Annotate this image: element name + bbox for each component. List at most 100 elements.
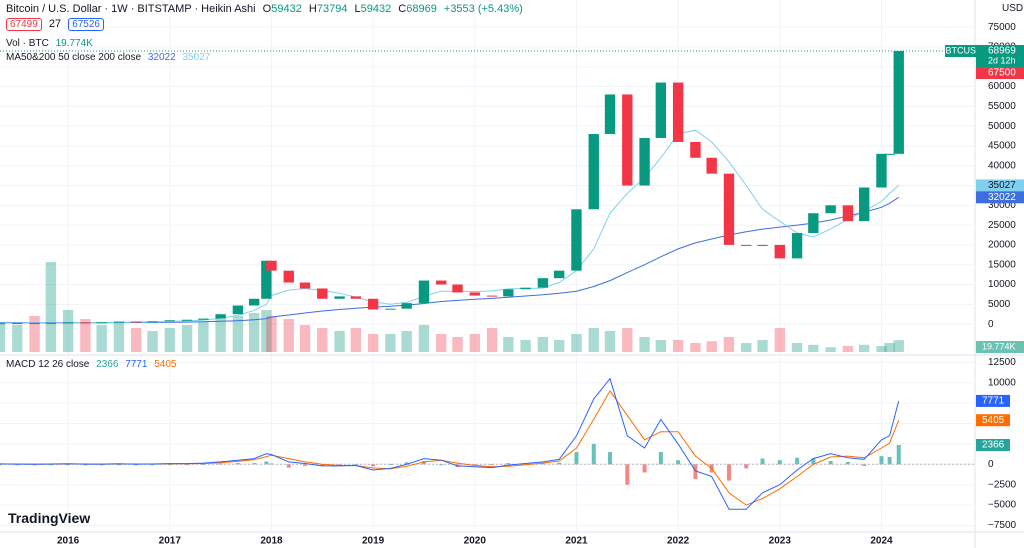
- candle: [537, 278, 549, 288]
- price-tag-text: 68969: [988, 46, 1016, 57]
- y-tick-label: 75000: [988, 22, 1016, 33]
- x-tick-label: 2018: [260, 536, 283, 547]
- volume-bar: [45, 262, 57, 352]
- brand: TradingView: [8, 510, 91, 526]
- volume-bar: [12, 325, 23, 352]
- ma-legend: MA50&200 50 close 200 close 32022 35027: [6, 52, 214, 63]
- volume-bar: [825, 347, 836, 352]
- candle: [45, 322, 57, 324]
- volume-bar: [774, 328, 785, 352]
- volume-bar: [350, 328, 362, 352]
- candle: [588, 134, 599, 210]
- candle: [571, 209, 582, 271]
- histogram-bar: [269, 463, 274, 465]
- candle: [774, 244, 785, 259]
- histogram-bar: [828, 461, 833, 465]
- ohlc-label: L: [354, 3, 361, 15]
- ohlc-value: 59432: [360, 3, 392, 15]
- histogram-bar: [887, 456, 892, 465]
- candle: [436, 280, 447, 285]
- x-tick-label: 2019: [362, 536, 385, 547]
- volume-bar: [639, 337, 650, 352]
- candle: [232, 305, 244, 315]
- change: +3553 (+5.43%): [443, 3, 523, 15]
- histogram-bar: [896, 445, 901, 465]
- ma-line: [0, 196, 899, 324]
- volume-bar: [131, 328, 142, 352]
- candle: [334, 296, 345, 299]
- symbol-tag: [945, 45, 983, 58]
- volume-bar: [0, 322, 6, 352]
- volume-bar: [604, 331, 616, 352]
- volume-bar: [884, 343, 895, 352]
- histogram-bar: [286, 464, 291, 468]
- volume-bar: [791, 343, 803, 352]
- currency: USD: [1002, 3, 1024, 14]
- ask[interactable]: 67526: [68, 18, 104, 31]
- candle: [248, 298, 260, 306]
- histogram-bar: [862, 464, 867, 466]
- y-tick-label: 10000: [988, 377, 1016, 388]
- volume-bar: [418, 325, 430, 352]
- histogram-bar: [371, 464, 376, 467]
- histogram-bar: [353, 464, 358, 466]
- volume-legend: Vol · BTC 19.774K: [6, 38, 97, 49]
- candle: [198, 318, 209, 320]
- candle: [553, 270, 565, 279]
- volume-bar: [62, 310, 74, 352]
- candle: [825, 205, 836, 214]
- candle: [757, 244, 768, 246]
- candle: [655, 82, 667, 139]
- volume-bar: [706, 341, 717, 352]
- volume-bar: [334, 331, 345, 352]
- y-tick-label: 45000: [988, 141, 1016, 152]
- ma-tag: [976, 179, 1024, 192]
- volume-bar: [503, 337, 514, 352]
- histogram-bar: [744, 464, 749, 469]
- x-tick-label: 2024: [870, 536, 893, 547]
- candle: [486, 295, 498, 297]
- price-tag: [976, 45, 1024, 68]
- macd-line: [0, 377, 900, 510]
- histogram-bar: [506, 463, 511, 465]
- histogram-bar: [320, 464, 325, 466]
- volume-bar: [266, 316, 277, 352]
- symbol-title: Bitcoin / U.S. Dollar · 1W · BITSTAMP · …: [6, 3, 256, 15]
- y-tick-label: 15000: [988, 259, 1016, 270]
- histogram-bar: [264, 461, 269, 465]
- ma-tag-text: 35027: [988, 180, 1016, 191]
- volume-bar: [401, 331, 412, 352]
- candle: [367, 298, 379, 310]
- volume-bar: [436, 334, 447, 352]
- histogram-bar: [693, 464, 698, 479]
- y-tick-label: 30000: [988, 200, 1016, 211]
- histogram-bar: [777, 460, 782, 465]
- macd-tag: [976, 414, 1010, 427]
- candle: [385, 308, 396, 310]
- candle: [317, 288, 328, 299]
- quote: 67499 27 67526: [6, 18, 108, 31]
- signal-line: [0, 389, 900, 506]
- bid[interactable]: 67499: [6, 18, 42, 31]
- candle: [791, 233, 803, 259]
- volume-bar: [261, 310, 272, 352]
- ohlc-label: H: [308, 3, 317, 15]
- volume-bar: [655, 340, 667, 352]
- candle: [884, 153, 895, 155]
- volume-bar: [198, 322, 209, 352]
- volume-bar: [147, 331, 158, 352]
- price-line-tag: [976, 67, 1024, 80]
- volume-bar: [690, 343, 701, 352]
- candle: [261, 260, 272, 299]
- y-tick-label: 60000: [988, 81, 1016, 92]
- volume-bar: [80, 319, 91, 352]
- macd-value: 7771: [125, 359, 148, 370]
- volume-bar: [29, 316, 40, 352]
- ohlc-value: 73794: [316, 3, 348, 15]
- histogram-bar: [845, 461, 850, 465]
- ohlc-label: O: [262, 3, 272, 15]
- ma-value: 35027: [182, 52, 211, 63]
- candle: [452, 284, 463, 293]
- volume-bar: [96, 325, 107, 352]
